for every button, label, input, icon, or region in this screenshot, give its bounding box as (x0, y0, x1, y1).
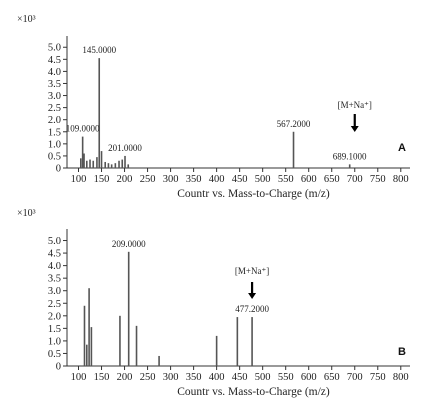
y-tick-label: 3.0 (48, 91, 61, 102)
adduct-label: [M+Na⁺] (235, 266, 269, 276)
y-tick-label: 3.5 (48, 274, 61, 285)
x-tick-label: 100 (71, 174, 87, 185)
y-tick-label: 0 (56, 362, 61, 373)
x-tick-label: 450 (232, 174, 248, 185)
y-tick-label: 1.5 (48, 127, 61, 138)
y-tick-label: 1.0 (48, 139, 61, 150)
x-tick-label: 100 (71, 372, 87, 383)
adduct-arrow-head (248, 293, 257, 299)
x-tick-label: 350 (186, 372, 202, 383)
y-multiplier-label: ×10³ (17, 14, 36, 25)
y-tick-label: 0.5 (48, 349, 61, 360)
x-tick-label: 500 (255, 174, 271, 185)
y-tick-label: 0 (56, 164, 61, 175)
x-tick-label: 600 (301, 174, 317, 185)
y-tick-label: 5.0 (48, 236, 61, 247)
x-tick-label: 750 (370, 174, 386, 185)
y-tick-label: 4.0 (48, 261, 61, 272)
y-tick-label: 5.0 (48, 43, 61, 54)
x-tick-label: 800 (393, 174, 409, 185)
y-tick-label: 0.5 (48, 151, 61, 162)
y-tick-label: 2.5 (48, 299, 61, 310)
chart-panel-A: ×10³ 0 0.51.01.52.02.53.03.54.04.55.0 100 15… (17, 14, 410, 200)
x-tick-label: 300 (163, 174, 179, 185)
y-tick-label: 4.5 (48, 55, 61, 66)
x-tick-label: 550 (278, 372, 294, 383)
x-tick-label: 400 (209, 372, 225, 383)
x-tick-label: 450 (232, 372, 248, 383)
panel-label: A (398, 142, 406, 154)
x-tick-label: 500 (255, 372, 271, 383)
peak-label: 145.0000 (82, 45, 116, 55)
x-tick-label: 800 (393, 372, 409, 383)
y-tick-label: 1.0 (48, 336, 61, 347)
x-tick-label: 550 (278, 174, 294, 185)
y-tick-label: 3.0 (48, 286, 61, 297)
peak-label: 567.2000 (277, 119, 311, 129)
x-tick-label: 200 (117, 372, 133, 383)
y-tick-label: 1.5 (48, 324, 61, 335)
x-tick-label: 150 (94, 372, 110, 383)
x-tick-label: 300 (163, 372, 179, 383)
x-tick-label: 350 (186, 174, 202, 185)
y-tick-label: 2.0 (48, 115, 61, 126)
x-tick-label: 400 (209, 174, 225, 185)
peak-label: 109.0000 (66, 124, 100, 134)
x-tick-label: 200 (117, 174, 133, 185)
peak-label: 209.0000 (112, 239, 146, 249)
y-tick-label: 3.5 (48, 79, 61, 90)
peak-label: 689.1000 (333, 151, 367, 161)
x-tick-label: 150 (94, 174, 110, 185)
x-tick-label: 250 (140, 174, 156, 185)
x-tick-label: 700 (347, 372, 363, 383)
x-tick-label: 650 (324, 174, 340, 185)
x-axis-label: Countr vs. Mass-to-Charge (m/z) (177, 386, 330, 398)
y-tick-label: 4.5 (48, 249, 61, 260)
y-tick-label: 2.5 (48, 103, 61, 114)
adduct-arrow-head (350, 126, 359, 132)
x-tick-label: 600 (301, 372, 317, 383)
x-axis-label: Countr vs. Mass-to-Charge (m/z) (177, 188, 330, 200)
adduct-label: [M+Na⁺] (338, 100, 372, 110)
chart-panel-B: ×10³ 0 0.5 1.01.5 2.02.5 3.03.5 4.04.5 5.0 100 15… (17, 208, 410, 398)
x-tick-label: 750 (370, 372, 386, 383)
x-tick-label: 700 (347, 174, 363, 185)
panel-label: B (398, 346, 406, 358)
peak-label: 201.0000 (108, 143, 142, 153)
y-multiplier-label: ×10³ (17, 208, 36, 219)
y-tick-label: 2.0 (48, 311, 61, 322)
x-tick-label: 250 (140, 372, 156, 383)
x-tick-label: 650 (324, 372, 340, 383)
y-tick-label: 4.0 (48, 67, 61, 78)
peak-label: 477.2000 (235, 304, 269, 314)
